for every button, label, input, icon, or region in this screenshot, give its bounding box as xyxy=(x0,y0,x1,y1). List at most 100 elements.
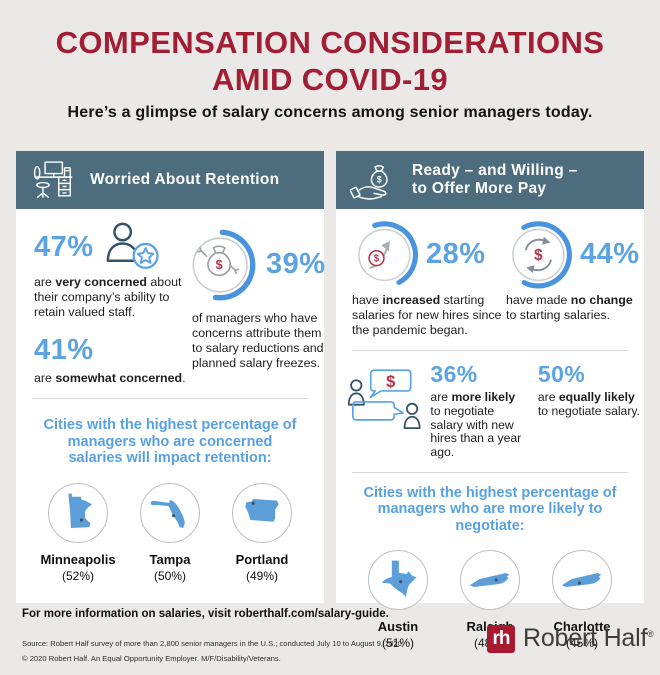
negotiation-speech-bubbles-icon: $ xyxy=(348,369,421,430)
salary-increase-icon: $ xyxy=(358,221,418,285)
more-pay-panel: $ Ready – and Willing – to Offer More Pa… xyxy=(336,151,644,650)
city-austin: Austin (51%) xyxy=(356,550,440,650)
minnesota-state-icon xyxy=(48,482,108,543)
stat-text-36-pre: are xyxy=(430,390,452,404)
robert-half-logo-text: Robert Half® xyxy=(523,624,654,653)
negotiate-cities-row: Austin (51%) Raleigh (48%) xyxy=(336,550,644,650)
stat-text-36: are more likely to negotiate salary with… xyxy=(430,390,523,460)
stat-text-50: are equally likely to negotiate salary. xyxy=(537,390,640,419)
source-line: Source: Robert Half survey of more than … xyxy=(22,639,402,648)
salary-no-change-cycle-icon: $ xyxy=(512,221,572,289)
money-bag-hand-icon: $ xyxy=(350,165,388,200)
page-subtitle: Here’s a glimpse of salary concerns amon… xyxy=(67,104,593,121)
dollar-glyph: $ xyxy=(386,372,395,391)
page-title: COMPENSATION CONSIDERATIONS AMID COVID-1… xyxy=(0,24,660,98)
city-name: Minneapolis xyxy=(40,551,116,567)
stat-text-47-bold: very concerned xyxy=(55,275,147,289)
city-name: Portland xyxy=(235,551,289,567)
retention-cities-heading: Cities with the highest percentage of ma… xyxy=(43,417,297,466)
dollar-glyph: $ xyxy=(216,258,223,272)
stat-text-36-post: to negotiate salary with new hires than … xyxy=(430,403,522,460)
city-pct: (52%) xyxy=(61,568,94,583)
stat-value-28: 28% xyxy=(426,237,486,270)
person-star-icon xyxy=(106,222,159,269)
pay-stats: $ 28% have increased starting salaries f… xyxy=(336,209,644,338)
north-carolina-state-icon xyxy=(552,550,612,611)
retention-panel: Worried About Retention 47% xyxy=(16,151,326,603)
stat-text-41-pre: are xyxy=(34,371,56,385)
stat-44-block: $ 44% have made no change to starting sa… xyxy=(506,217,640,338)
more-pay-title-line2: to Offer More Pay xyxy=(412,180,547,197)
stat-text-50-pre: are xyxy=(537,390,559,404)
copyright-line: © 2020 Robert Half. An Equal Opportunity… xyxy=(22,654,281,663)
more-pay-panel-header: $ Ready – and Willing – to Offer More Pa… xyxy=(336,151,644,209)
stat-value-39: 39% xyxy=(266,247,326,280)
page-title-line1: COMPENSATION CONSIDERATIONS xyxy=(55,25,605,60)
city-tampa: Tampa (50%) xyxy=(128,482,212,583)
dollar-glyph: $ xyxy=(534,247,543,264)
stat-36-block: 36% are more likely to negotiate salary … xyxy=(430,361,523,460)
city-minneapolis: Minneapolis (52%) xyxy=(36,482,120,583)
florida-state-icon xyxy=(140,482,200,543)
dollar-glyph: $ xyxy=(377,175,382,185)
office-desk-icon xyxy=(33,161,73,198)
city-charlotte: Charlotte (45%) xyxy=(540,550,624,650)
stat-value-36: 36% xyxy=(430,361,478,387)
registered-mark: ® xyxy=(647,629,654,639)
page-title-line2: AMID COVID-19 xyxy=(211,62,448,97)
more-pay-panel-title: Ready – and Willing – to Offer More Pay xyxy=(412,162,578,198)
stat-text-50-bold: equally likely xyxy=(558,390,635,404)
stat-value-47: 47% xyxy=(34,231,94,263)
stat-text-44-post: to starting salaries. xyxy=(506,308,610,322)
stat-28-block: $ 28% have increased starting salaries f… xyxy=(352,217,506,338)
stat-text-28-pre: have xyxy=(352,293,383,307)
city-pct: (49%) xyxy=(245,568,278,583)
divider xyxy=(352,471,628,473)
stat-text-39-pre: of managers who have concerns attribute … xyxy=(192,311,324,370)
salary-guide-info-line: For more information on salaries, visit … xyxy=(22,608,389,620)
stat-text-39: of managers who have concerns attribute … xyxy=(192,311,334,371)
stat-text-36-bold: more likely xyxy=(451,390,516,404)
stat-text-47-post: about their company’s ability to retain … xyxy=(34,275,182,319)
robert-half-monogram: rh xyxy=(487,624,515,653)
stat-text-41: are somewhat concerned. xyxy=(34,371,186,386)
dollar-glyph: $ xyxy=(374,254,380,265)
retention-stats: 47% are very concerned about their compa… xyxy=(16,209,326,386)
city-pct: (50%) xyxy=(153,568,186,583)
negotiate-row: $ 36% are more likely to negotiate salar… xyxy=(336,351,644,460)
negotiate-cities-heading: Cities with the highest percentage of ma… xyxy=(363,484,617,534)
city-pct: (51%) xyxy=(381,636,414,651)
stat-50-block: 50% are equally likely to negotiate sala… xyxy=(538,361,640,460)
stat-text-47-pre: are xyxy=(34,275,56,289)
stat-text-47: are very concerned about their company’s… xyxy=(34,275,184,320)
stat-text-41-bold: somewhat concerned xyxy=(55,371,183,385)
stat-value-44: 44% xyxy=(580,237,640,270)
stat-text-28-bold: increased xyxy=(382,293,441,307)
divider xyxy=(352,350,628,351)
retention-cities-row: Minneapolis (52%) Tampa (50%) xyxy=(16,482,324,583)
stat-text-44-pre: have made xyxy=(506,293,571,307)
divider xyxy=(32,398,308,399)
retention-panel-title: Worried About Retention xyxy=(90,171,280,188)
retention-stats-left-column: 47% are very concerned about their compa… xyxy=(34,221,186,386)
stat-text-44: have made no change to starting salaries… xyxy=(506,293,640,323)
stat-value-41: 41% xyxy=(34,334,94,366)
stat-text-44-bold: no change xyxy=(570,293,633,307)
robert-half-logo: rh Robert Half® xyxy=(487,624,654,653)
stat-value-50: 50% xyxy=(537,361,586,387)
north-carolina-state-icon xyxy=(460,550,520,611)
city-portland: Portland (49%) xyxy=(220,482,304,583)
city-pct: (45%) xyxy=(565,636,598,651)
oregon-state-icon xyxy=(232,482,292,543)
stat-text-41-post: . xyxy=(182,371,186,385)
retention-panel-header: Worried About Retention xyxy=(16,151,324,209)
more-pay-title-line1: Ready – and Willing – xyxy=(412,162,578,179)
stat-text-28: have increased starting salaries for new… xyxy=(352,293,504,338)
stat-text-50-post: to negotiate salary. xyxy=(537,403,640,418)
city-name: Austin xyxy=(377,619,419,635)
city-name: Tampa xyxy=(149,551,191,567)
texas-state-icon xyxy=(368,550,428,611)
logo-wordmark: Robert Half xyxy=(523,624,648,652)
salary-cut-money-bag-icon: $ xyxy=(192,229,256,301)
